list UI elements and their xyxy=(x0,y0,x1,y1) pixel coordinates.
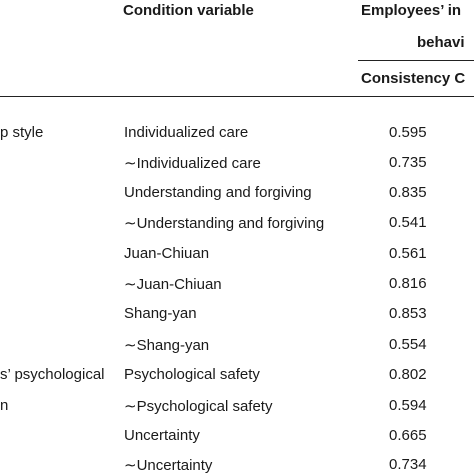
category-label: p style xyxy=(0,124,44,141)
consistency-cell: 0.665 xyxy=(389,427,427,444)
consistency-cell: 0.541 xyxy=(389,214,427,231)
condition-cell: ∼Shang-yan xyxy=(124,337,210,354)
condition-cell: Juan-Chiuan xyxy=(124,245,210,262)
condition-cell: Understanding and forgiving xyxy=(124,184,312,201)
outcome-header-line1: Employees’ in xyxy=(361,2,462,19)
consistency-cell: 0.816 xyxy=(389,275,427,292)
consistency-cell: 0.561 xyxy=(389,245,427,262)
consistency-cell: 0.734 xyxy=(389,456,427,473)
condition-cell: Uncertainty xyxy=(124,427,200,444)
outcome-header-line2: behavi xyxy=(417,34,465,51)
consistency-header: Consistency C xyxy=(361,70,466,87)
header-bottom-rule xyxy=(0,96,474,97)
condition-cell: Shang-yan xyxy=(124,305,197,322)
consistency-cell: 0.853 xyxy=(389,305,427,322)
consistency-cell: 0.594 xyxy=(389,397,427,414)
consistency-cell: 0.802 xyxy=(389,366,427,383)
category-label: n xyxy=(0,397,9,414)
condition-cell: Individualized care xyxy=(124,124,249,141)
category-label: s’ psychological xyxy=(0,366,105,383)
condition-cell: ∼Psychological safety xyxy=(124,398,273,415)
condition-cell: ∼Individualized care xyxy=(124,155,261,172)
consistency-cell: 0.735 xyxy=(389,154,427,171)
consistency-cell: 0.835 xyxy=(389,184,427,201)
condition-variable-header: Condition variable xyxy=(123,2,254,19)
outcome-header-rule xyxy=(358,60,474,61)
condition-cell: ∼Juan-Chiuan xyxy=(124,276,222,293)
condition-cell: ∼Uncertainty xyxy=(124,457,213,474)
consistency-cell: 0.554 xyxy=(389,336,427,353)
consistency-cell: 0.595 xyxy=(389,124,427,141)
condition-cell: ∼Understanding and forgiving xyxy=(124,215,325,232)
condition-cell: Psychological safety xyxy=(124,366,260,383)
